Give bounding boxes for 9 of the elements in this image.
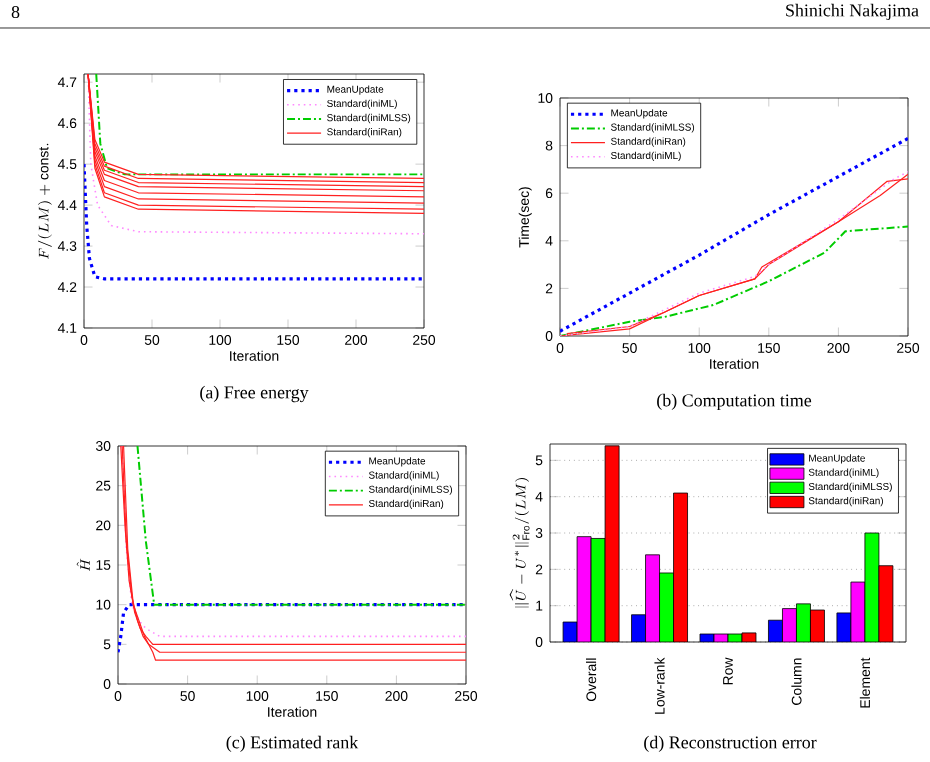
text: 8 [11,5,20,19]
text: (a) Free energy [200,385,309,403]
text: Shinichi Nakajima [786,3,919,21]
text: (d) Reconstruction error [644,735,817,753]
y-axis-title: $\|\widehat{U} - U^*\|^2_{\mathrm{Fro}}/(LM)$ [509,478,530,608]
text: (b) Computation time [657,393,812,411]
y-axis-title: $F/(LM) + \mathrm{const.}$ [37,143,52,259]
text: (c) Estimated rank [226,735,359,753]
y-axis-title: $\hat{H}$ [76,558,90,572]
